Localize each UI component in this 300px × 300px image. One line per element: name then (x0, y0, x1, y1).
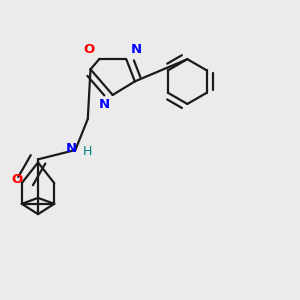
Text: O: O (11, 173, 22, 186)
Text: N: N (66, 142, 77, 155)
Text: N: N (131, 44, 142, 56)
Text: N: N (98, 98, 110, 111)
Text: H: H (83, 145, 92, 158)
Text: O: O (83, 44, 94, 56)
